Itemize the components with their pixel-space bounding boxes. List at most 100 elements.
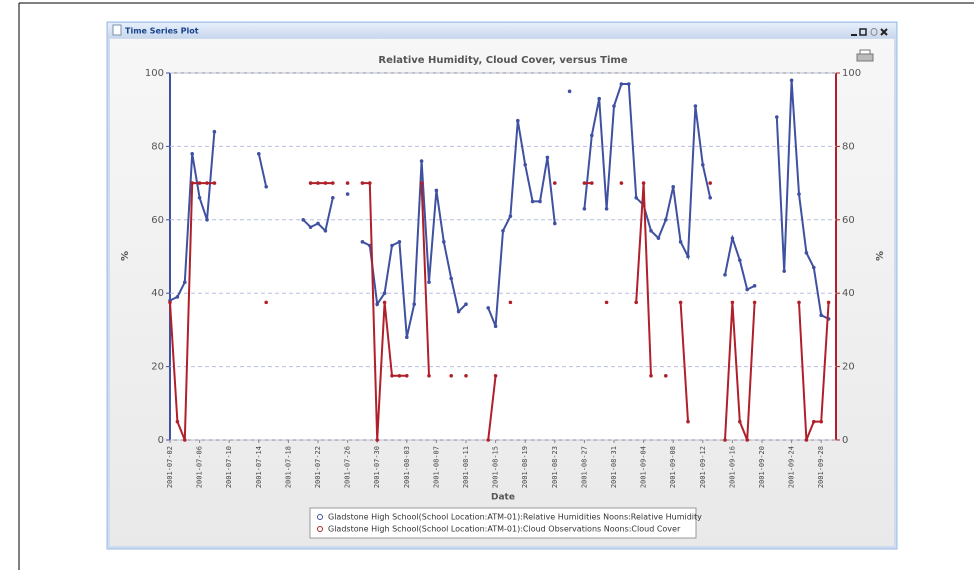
data-point	[405, 335, 409, 340]
window-buttons	[851, 28, 888, 36]
data-point	[464, 373, 468, 378]
data-point	[331, 195, 335, 200]
data-point	[649, 229, 653, 233]
data-point	[627, 82, 631, 86]
legend-marker	[317, 514, 323, 520]
x-tick-label: 2001-08-23	[551, 446, 559, 488]
data-point	[812, 265, 816, 270]
data-point	[619, 181, 624, 185]
maximize-button[interactable]	[859, 28, 867, 36]
data-point	[323, 181, 328, 185]
data-point	[345, 181, 350, 185]
data-point	[183, 280, 187, 284]
data-point	[738, 419, 742, 424]
x-tick-label: 2001-08-31	[610, 446, 618, 488]
data-point	[434, 188, 439, 193]
plot-area	[169, 72, 837, 441]
data-point	[634, 195, 638, 200]
data-point	[316, 181, 320, 185]
x-tick-label: 2001-07-10	[225, 446, 233, 488]
data-point	[427, 280, 431, 284]
data-point	[390, 243, 394, 248]
data-point	[412, 302, 417, 307]
data-point	[701, 162, 705, 167]
data-point	[197, 195, 202, 200]
x-tick-label: 2001-08-15	[492, 446, 500, 488]
x-tick-label: 2001-08-27	[580, 446, 588, 488]
x-tick-label: 2001-09-08	[669, 446, 677, 488]
data-point	[501, 229, 505, 233]
data-point	[397, 240, 402, 244]
data-point	[641, 181, 646, 185]
data-point	[264, 184, 269, 189]
data-point	[545, 155, 550, 160]
data-point	[745, 438, 749, 442]
data-point	[804, 251, 809, 255]
x-tick-label: 2001-08-07	[432, 446, 440, 488]
data-point	[323, 229, 328, 233]
data-point	[449, 276, 454, 281]
data-point	[197, 181, 202, 185]
data-point	[175, 295, 180, 299]
data-point	[730, 300, 735, 305]
data-point	[405, 373, 409, 378]
data-point	[634, 300, 638, 305]
data-point	[442, 240, 446, 244]
data-point	[493, 324, 498, 329]
data-point	[419, 159, 424, 163]
data-point	[382, 291, 387, 296]
data-point	[604, 206, 609, 211]
data-point	[397, 373, 402, 378]
data-point	[656, 236, 661, 240]
data-point	[508, 300, 513, 305]
data-point	[604, 300, 609, 305]
float-button[interactable]	[870, 28, 878, 36]
data-point	[671, 184, 675, 189]
data-point	[597, 96, 601, 101]
data-point	[212, 129, 217, 134]
data-point	[427, 373, 431, 378]
data-point	[382, 300, 387, 305]
data-point	[264, 300, 269, 305]
data-point	[582, 181, 587, 185]
data-point	[649, 373, 653, 378]
data-point	[508, 214, 513, 218]
data-point	[308, 181, 313, 185]
data-point	[538, 199, 542, 204]
data-point	[686, 419, 690, 424]
x-tick-label: 2001-07-14	[255, 446, 263, 488]
x-tick-label: 2001-07-18	[284, 446, 292, 488]
data-point	[708, 195, 712, 200]
data-point	[464, 302, 468, 307]
x-tick-label: 2001-08-19	[521, 446, 529, 488]
data-point	[486, 306, 491, 310]
data-point	[826, 300, 831, 305]
print-button[interactable]	[856, 49, 874, 62]
x-tick-label: 2001-09-28	[817, 446, 825, 488]
x-tick-label: 2001-08-11	[462, 446, 470, 488]
y-tick-label: 20	[151, 362, 164, 373]
data-point	[752, 284, 757, 288]
legend-label: Gladstone High School(School Location:AT…	[328, 513, 702, 522]
data-point	[212, 181, 217, 185]
data-point	[789, 78, 794, 83]
data-point	[782, 269, 786, 273]
data-point	[745, 287, 749, 292]
close-button[interactable]	[880, 28, 888, 36]
y2-tick-label: 20	[842, 362, 855, 373]
x-tick-label: 2001-08-03	[403, 446, 411, 488]
data-point	[530, 199, 535, 204]
data-point	[723, 438, 727, 442]
x-tick-label: 2001-09-04	[640, 446, 648, 488]
data-point	[456, 309, 461, 314]
data-point	[664, 218, 668, 222]
data-point	[516, 118, 520, 123]
data-point	[590, 133, 594, 138]
data-point	[752, 300, 757, 305]
data-point	[360, 181, 365, 185]
data-point	[190, 181, 194, 185]
data-point	[316, 221, 320, 226]
data-point	[390, 373, 394, 378]
y-axis-label: %	[120, 251, 131, 261]
y-tick-label: 60	[151, 215, 164, 226]
